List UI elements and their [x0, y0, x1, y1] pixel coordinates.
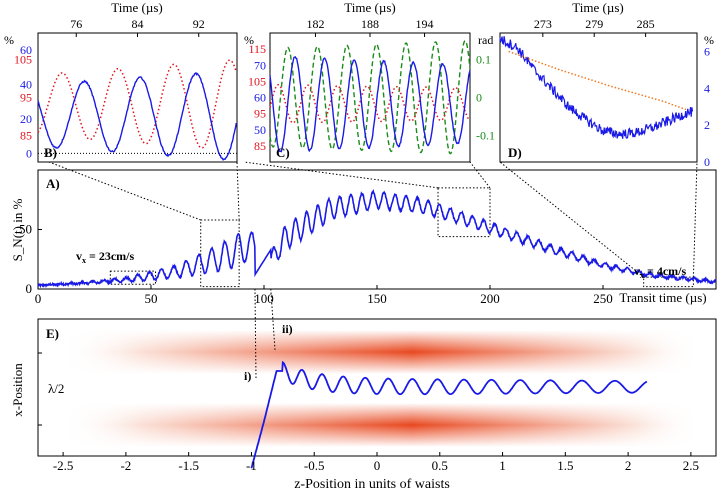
panel-c-ytick-red-label: 85	[254, 139, 266, 153]
panel-d-ytick-label: 6	[704, 44, 710, 58]
panel-b-ytick-red-label: 105	[14, 53, 32, 67]
background-layer	[60, 330, 700, 447]
panel-a-xtick-label: 0	[35, 291, 42, 306]
panel-b-left-unit: %	[4, 33, 14, 47]
axes-layer	[37, 32, 717, 457]
panel-a-zoom-box-c	[437, 187, 491, 238]
panel-a-annotation-velocity-late: vx = 4cm/s	[634, 264, 686, 280]
panel-a-xtick-label: 150	[367, 291, 387, 306]
panel-a-ylabel: S_N(t) in %	[10, 198, 25, 261]
panel-b-blue-line	[37, 71, 237, 161]
panel-b-ytick-blue-label: 0	[26, 146, 32, 160]
panel-a-inset-connector	[243, 161, 439, 189]
panel-c-blue-line	[269, 55, 471, 153]
panel-c-xtick-label: 182	[306, 17, 324, 31]
panel-e-xtick-label: -0.5	[304, 458, 325, 473]
panel-c-xtick-label: 194	[416, 17, 434, 31]
panel-a-signal-line	[37, 188, 717, 289]
panel-e-lambda-label: λ/2	[48, 381, 64, 396]
panel-c-xtick-label: 188	[361, 17, 379, 31]
panel-b-frame	[37, 32, 238, 163]
panel-e-xtick-label: -1	[246, 458, 257, 473]
panel-c-green-line	[269, 39, 471, 155]
panel-a-inset-connector	[48, 161, 201, 221]
panel-e-xtick-label: 0	[374, 458, 381, 473]
panel-d-label: D)	[508, 145, 522, 160]
panel-b-ytick-blue-label: 60	[20, 43, 32, 57]
panel-a-inset-connector	[692, 161, 698, 278]
panel-d-xlabel: Time (µs)	[572, 0, 623, 15]
panel-a-to-e-connector-i	[254, 288, 257, 379]
panel-a-zoom-box-b	[200, 219, 240, 288]
panel-c-left-unit: %	[244, 33, 254, 47]
panel-d-ytick-label: 2	[704, 118, 710, 132]
panel-d-ytick-label: 0	[704, 155, 710, 169]
panel-a-inset-connector	[236, 161, 240, 220]
panel-b-label: B)	[44, 145, 57, 160]
panel-a-ytick-label: 0	[26, 281, 33, 296]
panel-b-xtick-label: 84	[132, 17, 144, 31]
panel-b-ytick-red-label: 95	[20, 91, 32, 105]
panel-c-ytick-blue-label: 70	[254, 58, 266, 72]
panel-c-xlabel: Time (µs)	[344, 0, 395, 15]
panel-e-xtick-label: 2.5	[683, 458, 699, 473]
panel-a-inset-connector	[499, 161, 644, 278]
panel-c-ytick-blue-label: 50	[254, 123, 266, 137]
panel-c-ytick-red-label: 95	[254, 107, 266, 121]
panel-d-frame	[499, 32, 698, 163]
panel-b-ytick-blue-label: 20	[20, 112, 32, 126]
panel-e-xlabel: z-Position in units of waists	[294, 477, 450, 492]
panel-c-right-unit: rad	[478, 33, 493, 47]
panel-e-trajectory-line	[250, 360, 648, 469]
panel-e-beam-lower-fade	[60, 403, 700, 447]
panel-c-red-line	[269, 84, 471, 124]
panel-b-xtick-label: 76	[70, 17, 82, 31]
panel-e-xtick-label: -2.5	[53, 458, 74, 473]
panel-e-xtick-label: 1	[499, 458, 506, 473]
panel-c-ytick-blue-label: 60	[254, 91, 266, 105]
panel-e-label: E)	[46, 326, 59, 341]
panel-e-xtick-label: -1.5	[178, 458, 199, 473]
panel-e-ylabel: x-Position	[10, 363, 25, 417]
panel-d-xtick-label: 285	[637, 17, 655, 31]
panel-b-ytick-red-label: 85	[20, 128, 32, 142]
panel-d-unit: %	[704, 33, 714, 47]
panel-d-orange-line	[508, 50, 687, 111]
panel-c-label: C)	[276, 145, 290, 160]
panel-e-xtick-label: 0.5	[432, 458, 448, 473]
panel-c-ytick-green-label: -0.1	[476, 128, 495, 142]
panel-a-inset-connector	[469, 161, 491, 189]
panel-a-xtick-label: 250	[593, 291, 613, 306]
panel-b-xtick-label: 92	[193, 17, 205, 31]
panel-e-xtick-label: -2	[120, 458, 131, 473]
panel-b-red-line	[37, 59, 238, 149]
panel-a-label: A)	[46, 176, 60, 191]
panel-a-zoom-box-early	[109, 270, 157, 285]
panel-b-xlabel: Time (µs)	[111, 0, 162, 15]
panel-e-xtick-label: 1.5	[557, 458, 573, 473]
panel-e-annotation-i: i)	[244, 369, 251, 383]
panel-a-ytick-label: 50	[19, 222, 32, 237]
panel-a-xlabel: Transit time (µs)	[619, 290, 706, 305]
panel-a-xtick-label: 50	[145, 291, 158, 306]
panel-e-annotation-ii: ii)	[282, 322, 293, 336]
panel-c-ytick-red-label: 105	[248, 74, 266, 88]
panel-e-beam-upper-fade	[60, 330, 700, 374]
panel-c-ytick-green-label: 0.1	[476, 53, 491, 67]
panel-b-ytick-blue-label: 40	[20, 78, 32, 92]
panel-a-xtick-label: 100	[254, 291, 274, 306]
panel-e-xtick-label: 2	[625, 458, 632, 473]
panel-d-xtick-label: 279	[585, 17, 603, 31]
panel-a-xtick-label: 200	[480, 291, 500, 306]
panel-d-ytick-label: 4	[704, 81, 710, 95]
panel-d-xtick-label: 273	[534, 17, 552, 31]
panel-c-ytick-green-label: 0	[476, 91, 482, 105]
data-layer	[37, 36, 717, 469]
panel-d-blue-line	[499, 36, 694, 139]
panel-a-annotation-velocity-early: vx = 23cm/s	[76, 249, 134, 265]
panel-c-ytick-red-label: 115	[248, 42, 266, 56]
